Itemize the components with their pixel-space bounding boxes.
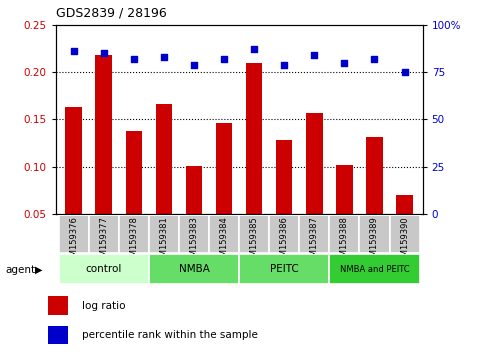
Text: GSM159376: GSM159376 xyxy=(69,216,78,267)
Bar xyxy=(359,215,389,253)
Bar xyxy=(65,107,82,262)
Bar xyxy=(126,131,142,262)
Text: GSM159386: GSM159386 xyxy=(280,216,289,267)
Point xyxy=(341,60,348,65)
Bar xyxy=(48,326,68,344)
Bar xyxy=(48,296,68,315)
Bar xyxy=(156,104,172,262)
Bar xyxy=(185,166,202,262)
Point xyxy=(250,47,258,52)
Bar xyxy=(58,215,89,253)
Bar xyxy=(299,215,329,253)
Text: ▶: ▶ xyxy=(35,265,43,275)
Point xyxy=(401,69,409,75)
Bar xyxy=(276,140,293,262)
Bar xyxy=(239,215,269,253)
Bar xyxy=(396,195,413,262)
Point xyxy=(220,56,228,62)
Text: GDS2839 / 28196: GDS2839 / 28196 xyxy=(56,6,166,19)
Text: agent: agent xyxy=(6,265,36,275)
Text: GSM159378: GSM159378 xyxy=(129,216,138,267)
Text: GSM159388: GSM159388 xyxy=(340,216,349,267)
Text: NMBA and PEITC: NMBA and PEITC xyxy=(340,265,409,274)
Bar xyxy=(216,123,232,262)
Bar xyxy=(306,113,323,262)
Text: GSM159383: GSM159383 xyxy=(189,216,199,267)
Text: percentile rank within the sample: percentile rank within the sample xyxy=(82,330,258,340)
Bar xyxy=(329,215,359,253)
Text: GSM159390: GSM159390 xyxy=(400,216,409,267)
Bar xyxy=(149,215,179,253)
Text: GSM159381: GSM159381 xyxy=(159,216,169,267)
Point xyxy=(100,50,108,56)
Point xyxy=(160,54,168,60)
Bar xyxy=(269,215,299,253)
Text: GSM159385: GSM159385 xyxy=(250,216,258,267)
Bar xyxy=(389,215,420,253)
Text: log ratio: log ratio xyxy=(82,301,126,310)
Bar xyxy=(149,254,239,284)
Point xyxy=(280,62,288,67)
Bar xyxy=(179,215,209,253)
Text: control: control xyxy=(85,264,122,274)
Bar xyxy=(366,137,383,262)
Point xyxy=(190,62,198,67)
Text: GSM159377: GSM159377 xyxy=(99,216,108,267)
Text: GSM159387: GSM159387 xyxy=(310,216,319,267)
Point xyxy=(70,48,77,54)
Point xyxy=(130,56,138,62)
Bar xyxy=(246,63,262,262)
Point xyxy=(311,52,318,58)
Point xyxy=(370,56,378,62)
Bar xyxy=(96,55,112,262)
Text: PEITC: PEITC xyxy=(270,264,298,274)
Bar xyxy=(58,254,149,284)
Bar xyxy=(119,215,149,253)
Bar xyxy=(239,254,329,284)
Bar xyxy=(89,215,119,253)
Bar xyxy=(329,254,420,284)
Text: NMBA: NMBA xyxy=(179,264,210,274)
Text: GSM159389: GSM159389 xyxy=(370,216,379,267)
Bar xyxy=(209,215,239,253)
Text: GSM159384: GSM159384 xyxy=(220,216,228,267)
Bar xyxy=(336,165,353,262)
